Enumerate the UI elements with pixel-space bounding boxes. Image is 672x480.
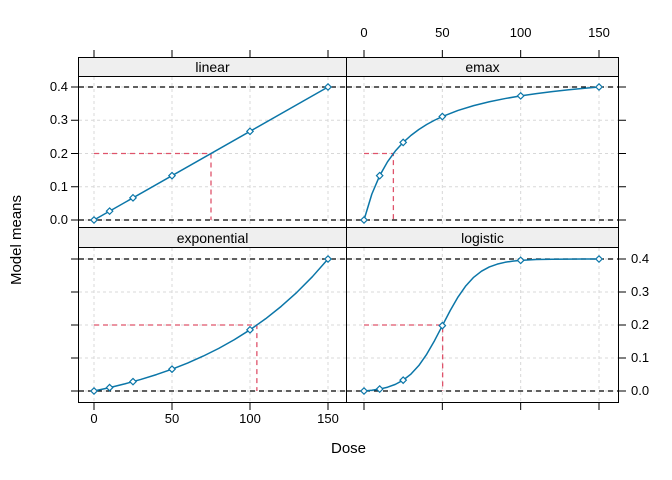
panel-exponential — [78, 247, 347, 403]
strip-emax: emax — [346, 57, 619, 77]
data-point-marker — [105, 207, 114, 216]
data-point-marker — [323, 82, 333, 92]
data-point-marker — [375, 385, 384, 394]
panel-exponential-plot — [79, 248, 346, 402]
y-tick-label-left: 0.3 — [49, 112, 68, 128]
strip-label-linear: linear — [195, 59, 230, 75]
strip-label-exponential: exponential — [176, 229, 249, 246]
strip-linear: linear — [78, 57, 347, 77]
panel-logistic — [346, 247, 619, 403]
strip-label-logistic: logistic — [461, 229, 504, 246]
y-tick-label-left: 0.2 — [49, 145, 68, 161]
data-point-marker — [438, 112, 447, 121]
x-tick-label-top: 50 — [435, 25, 450, 40]
data-point-marker — [516, 91, 525, 100]
data-point-marker — [245, 127, 255, 136]
data-point-marker — [167, 365, 177, 374]
x-tick-label-bottom: 50 — [164, 411, 180, 426]
y-tick-label-right: 0.3 — [631, 284, 650, 299]
x-tick-label-bottom: 0 — [90, 411, 98, 426]
x-tick-label-top: 150 — [588, 25, 610, 40]
strip-exponential: exponential — [78, 227, 347, 248]
y-tick-label-right: 0.4 — [631, 251, 650, 266]
y-tick-label-left: 0.0 — [49, 212, 68, 227]
x-tick-label-top: 0 — [360, 25, 368, 40]
data-point-marker — [245, 325, 255, 334]
panel-logistic-plot — [347, 248, 618, 402]
model-curve — [363, 258, 600, 392]
panel-emax — [346, 76, 619, 228]
x-tick-label-bottom: 150 — [317, 411, 339, 426]
data-point-marker — [359, 215, 369, 225]
y-tick-label-right: 0.0 — [631, 383, 650, 398]
panel-linear-plot — [79, 77, 346, 227]
data-point-marker — [594, 82, 604, 92]
data-point-marker — [167, 171, 177, 180]
data-point-marker — [516, 256, 525, 265]
data-point-marker — [89, 386, 99, 396]
x-tick-label-bottom: 100 — [239, 411, 261, 426]
panel-linear — [78, 76, 347, 228]
data-point-marker — [594, 254, 604, 264]
data-point-marker — [375, 171, 384, 180]
y-axis-title: Model means — [8, 194, 25, 286]
data-point-marker — [105, 383, 114, 392]
data-point-marker — [89, 215, 99, 225]
strip-label-emax: emax — [465, 59, 500, 75]
data-point-marker — [399, 376, 408, 385]
data-point-marker — [128, 193, 138, 202]
data-point-marker — [128, 377, 138, 386]
x-tick-label-top: 100 — [509, 25, 532, 40]
x-axis-title: Dose — [330, 440, 367, 457]
data-point-marker — [323, 254, 333, 264]
data-point-marker — [438, 321, 447, 330]
y-tick-label-right: 0.1 — [631, 350, 650, 365]
y-tick-label-left: 0.1 — [49, 178, 68, 194]
panel-emax-plot — [347, 77, 618, 227]
y-tick-label-right: 0.2 — [631, 317, 650, 332]
strip-logistic: logistic — [346, 227, 619, 248]
data-point-marker — [359, 386, 369, 396]
y-tick-label-left: 0.4 — [49, 79, 68, 94]
data-point-marker — [399, 138, 408, 147]
